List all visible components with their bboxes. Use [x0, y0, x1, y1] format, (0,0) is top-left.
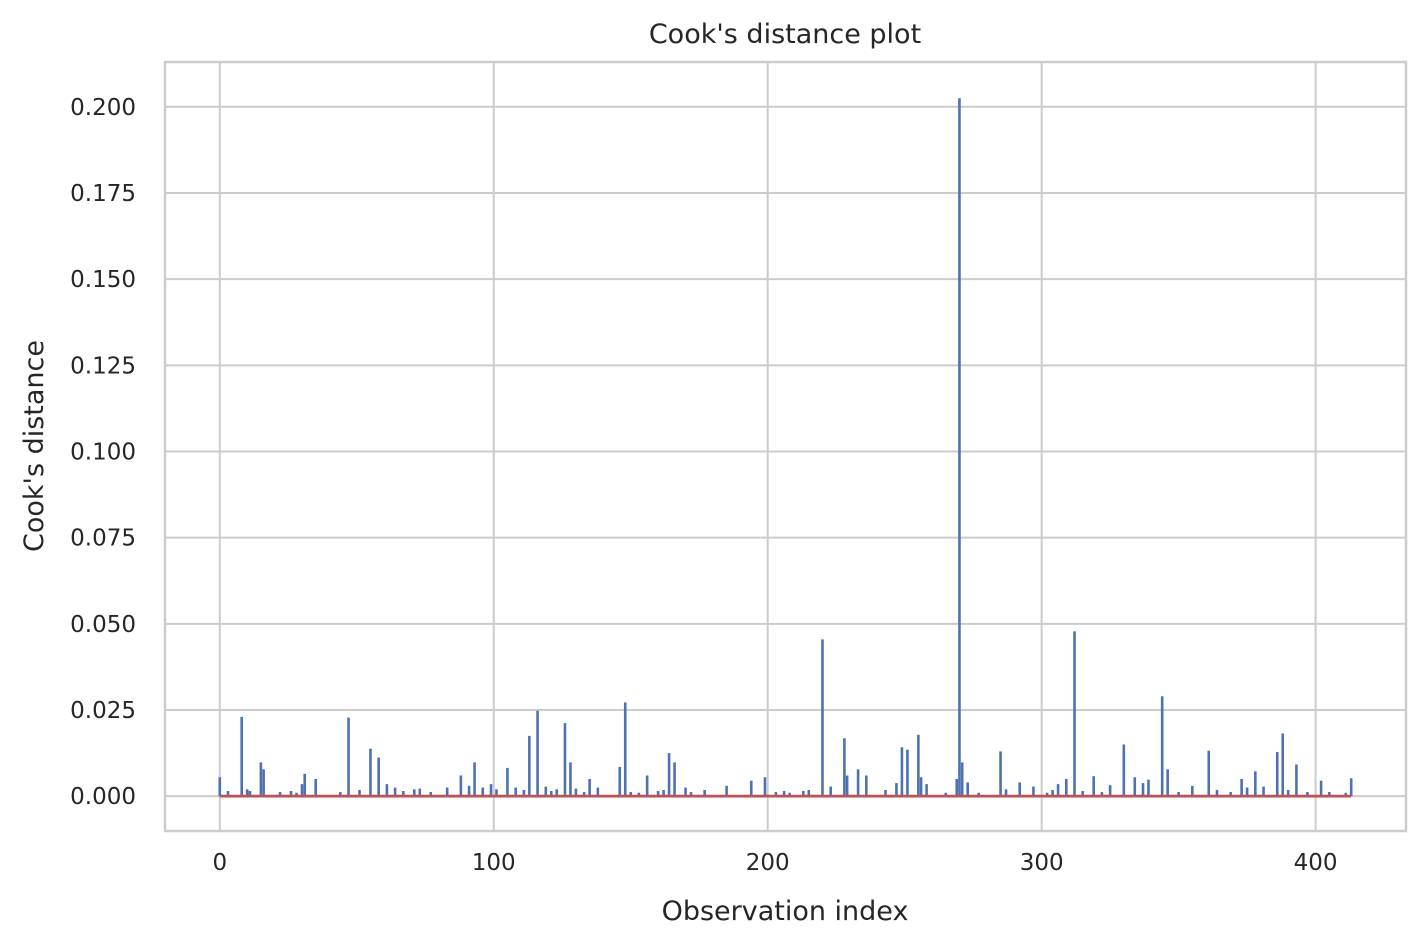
tick-labels: 0 100 200 300 400 0.000 0.025 0.050 0.075 0.100 0.… [70, 95, 1337, 876]
y-tick-label: 0.125 [70, 353, 136, 379]
y-tick-label: 0.200 [70, 95, 136, 121]
chart-title: Cook's distance plot [649, 19, 921, 50]
y-tick-label: 0.075 [70, 526, 136, 552]
plot-frame [163, 60, 1408, 833]
x-tick-label: 400 [1294, 850, 1338, 876]
x-tick-label: 0 [212, 850, 227, 876]
y-tick-label: 0.025 [70, 698, 136, 724]
x-tick-label: 200 [746, 850, 790, 876]
y-tick-label: 0.100 [70, 439, 136, 465]
x-axis-label: Observation index [662, 896, 909, 927]
stem-layer [218, 98, 1353, 797]
y-tick-label: 0.050 [70, 612, 136, 638]
x-tick-label: 100 [472, 850, 516, 876]
x-tick-label: 300 [1020, 850, 1064, 876]
grid-lines [165, 62, 1406, 831]
y-tick-label: 0.175 [70, 181, 136, 207]
y-tick-label: 0.000 [70, 784, 136, 810]
y-axis-label: Cook's distance [19, 340, 50, 552]
y-tick-label: 0.150 [70, 267, 136, 293]
